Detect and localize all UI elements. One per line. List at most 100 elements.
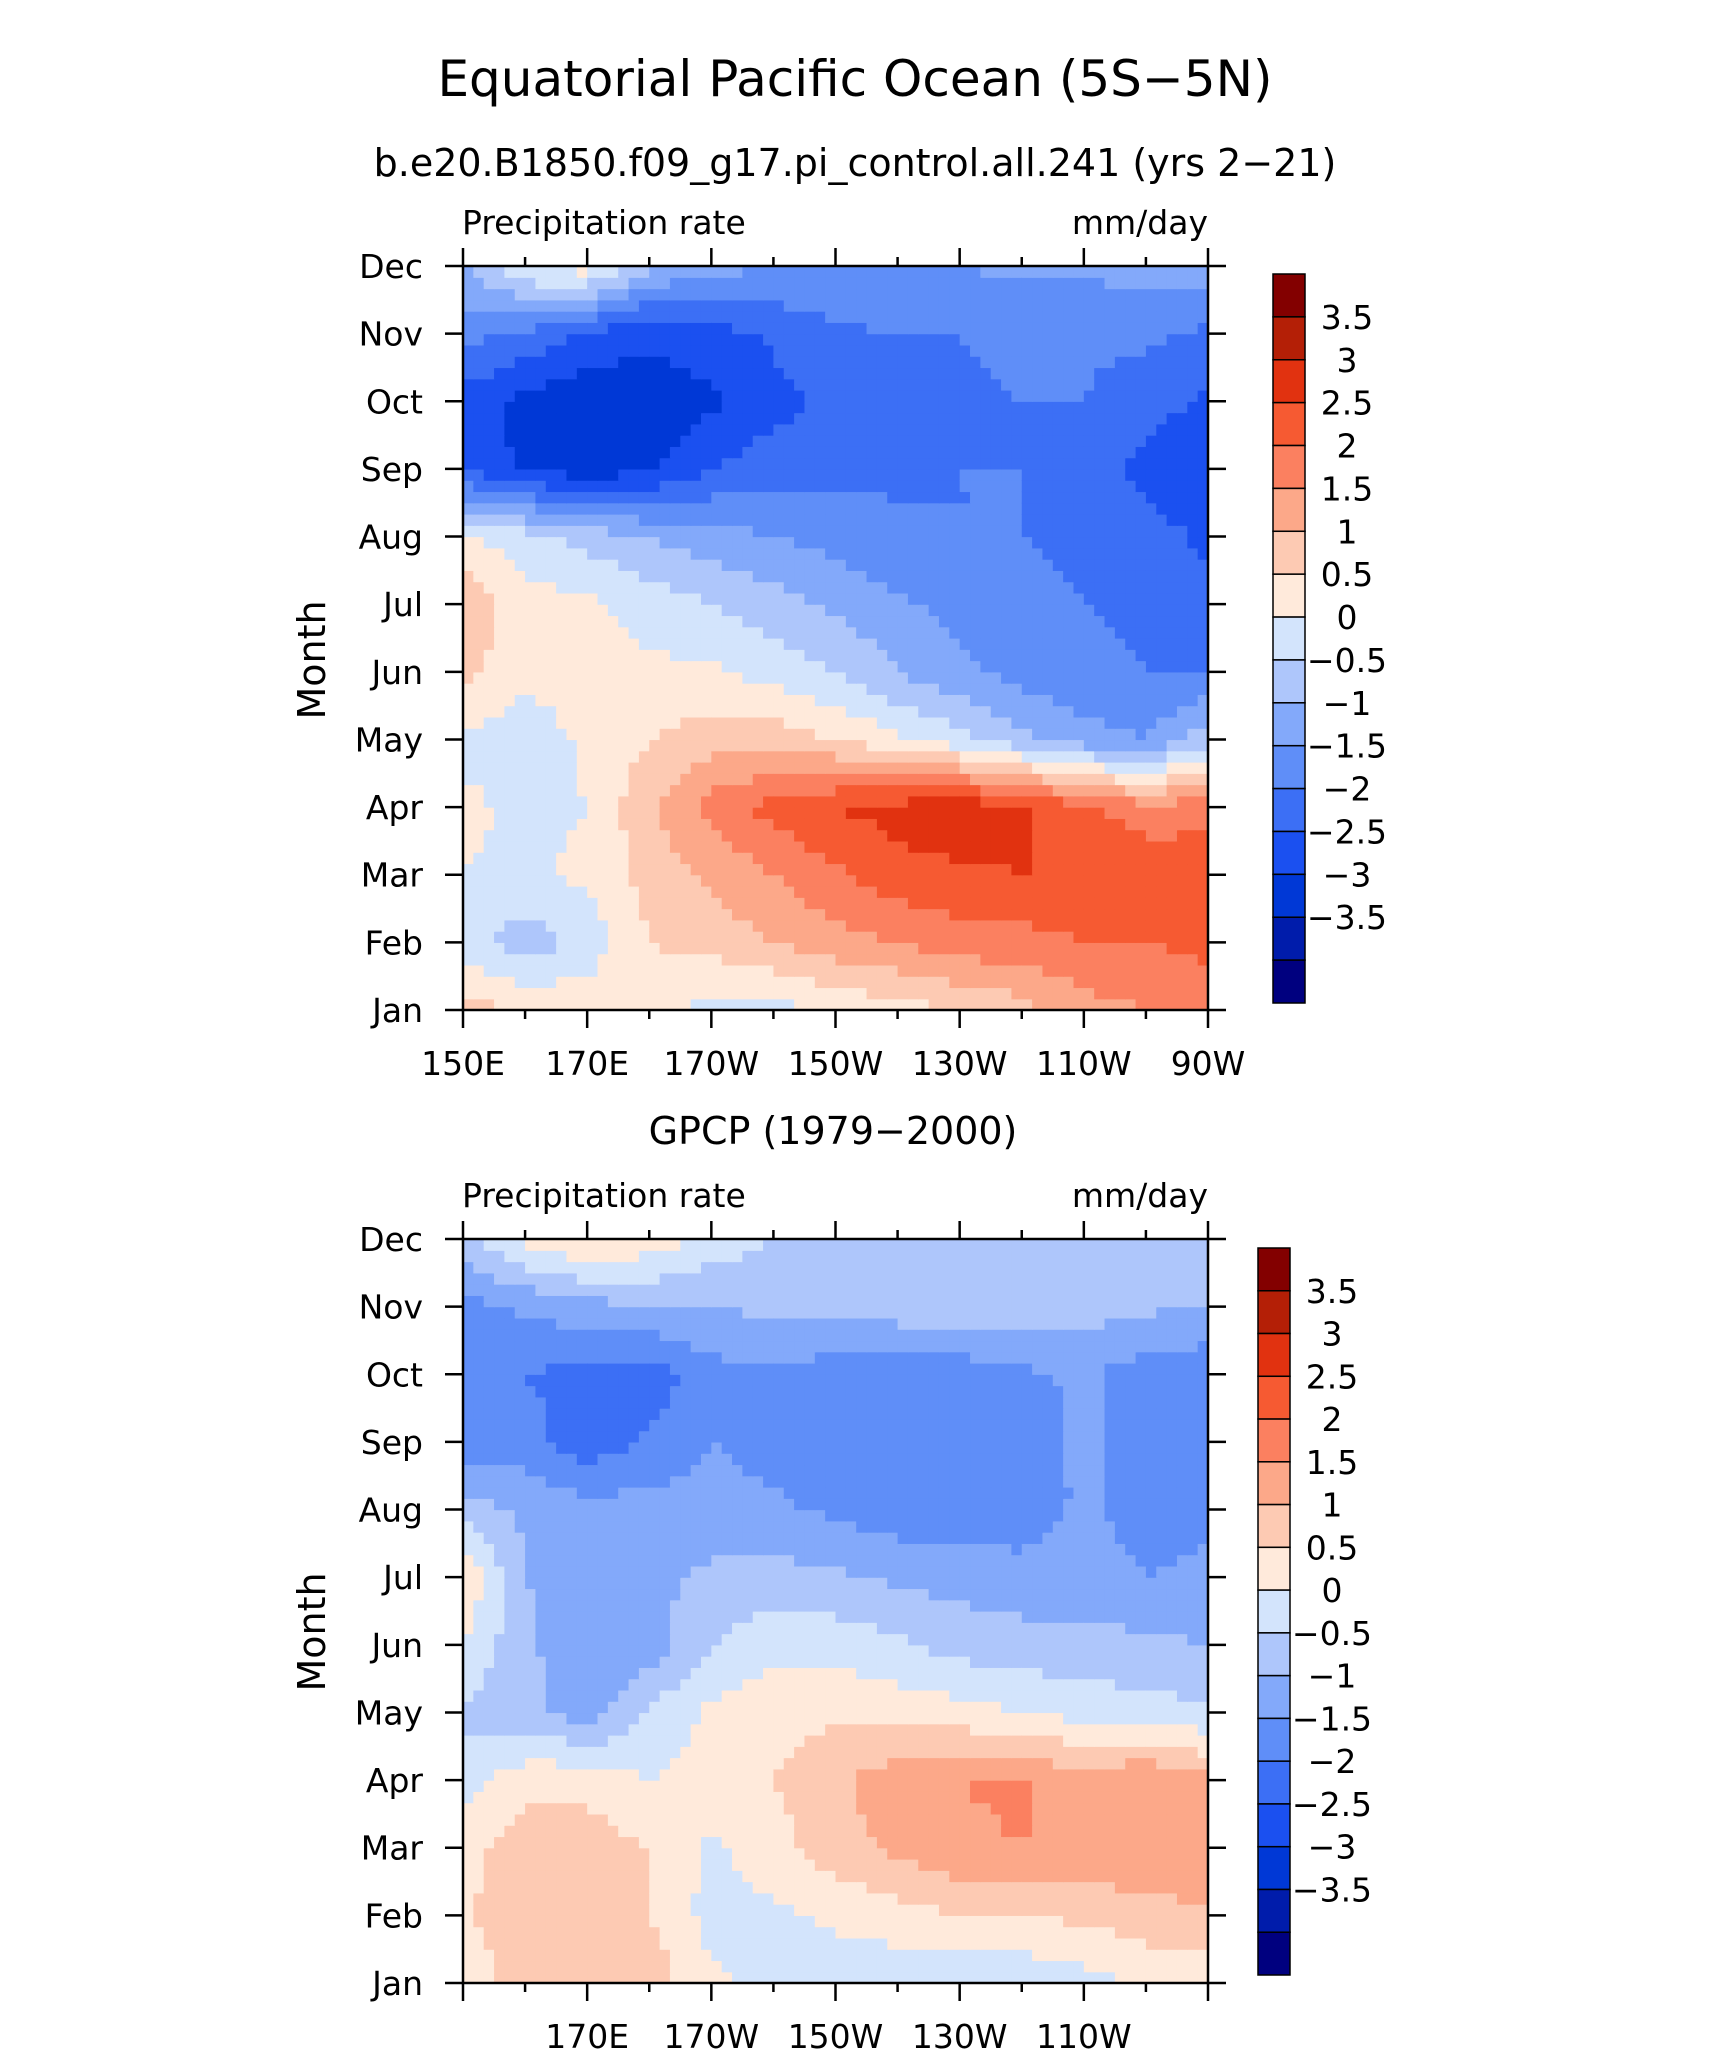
heatmap-cell: [1125, 705, 1137, 718]
heatmap-cell: [1042, 829, 1054, 842]
heatmap-cell: [483, 987, 495, 1000]
heatmap-cell: [1021, 694, 1033, 707]
heatmap-cell: [525, 435, 537, 447]
heatmap-cell: [680, 322, 692, 335]
heatmap-cell: [1104, 592, 1116, 605]
heatmap-cell: [1032, 840, 1044, 853]
heatmap-cell: [473, 716, 485, 729]
heatmap-cell: [732, 356, 743, 369]
heatmap-cell: [856, 807, 868, 819]
heatmap-cell: [1011, 795, 1023, 808]
heatmap-cell: [463, 694, 474, 707]
heatmap-cell: [1073, 931, 1085, 943]
heatmap-cell: [1176, 705, 1188, 718]
heatmap-cell: [545, 728, 557, 741]
heatmap-cell: [711, 401, 723, 414]
heatmap-cell: [473, 626, 485, 639]
heatmap-cell: [980, 322, 992, 335]
heatmap-cell: [845, 750, 857, 763]
heatmap-cell: [783, 874, 795, 887]
heatmap-cell: [566, 852, 578, 865]
heatmap-cell: [835, 536, 847, 549]
heatmap-cell: [949, 604, 961, 617]
heatmap-cell: [597, 942, 609, 955]
heatmap-cell: [463, 525, 474, 538]
heatmap-cell: [1011, 863, 1023, 876]
heatmap-cell: [1073, 964, 1085, 977]
heatmap-cell: [1145, 818, 1157, 831]
heatmap-cell: [1114, 401, 1126, 414]
heatmap-cell: [732, 536, 743, 549]
heatmap-cell: [525, 559, 537, 571]
heatmap-cell: [742, 288, 754, 301]
heatmap-cell: [483, 423, 495, 436]
heatmap-cell: [1156, 964, 1168, 977]
heatmap-cell: [918, 423, 930, 436]
heatmap-cell: [535, 762, 547, 774]
heatmap-cell: [1135, 807, 1147, 819]
heatmap-cell: [721, 964, 733, 977]
heatmap-cell: [700, 401, 712, 414]
heatmap-cell: [1166, 728, 1178, 741]
heatmap-cell: [804, 818, 816, 831]
heatmap-cell: [866, 762, 878, 774]
heatmap-cell: [814, 998, 826, 1011]
heatmap-cell: [628, 559, 640, 571]
heatmap-cell: [1052, 592, 1064, 605]
heatmap-cell: [1021, 964, 1033, 977]
heatmap-cell: [1083, 423, 1095, 436]
heatmap-cell: [1001, 863, 1013, 876]
heatmap-cell: [1104, 423, 1116, 436]
heatmap-cell: [825, 502, 837, 515]
heatmap-cell: [835, 592, 847, 605]
heatmap-cell: [1063, 491, 1075, 504]
heatmap-cell: [587, 942, 599, 955]
heatmap-cell: [463, 829, 474, 842]
heatmap-cell: [1135, 649, 1147, 662]
heatmap-cell: [783, 525, 795, 538]
heatmap-cell: [649, 356, 661, 369]
heatmap-cell: [970, 694, 981, 707]
heatmap-cell: [1187, 762, 1199, 774]
heatmap-cell: [649, 931, 661, 943]
heatmap-cell: [928, 435, 940, 447]
heatmap-cell: [794, 559, 806, 571]
heatmap-cell: [856, 829, 868, 842]
heatmap-cell: [980, 671, 992, 684]
heatmap-cell: [638, 818, 650, 831]
heatmap-cell: [763, 468, 775, 481]
heatmap-cell: [783, 773, 795, 786]
heatmap-cell: [938, 660, 950, 673]
heatmap-cell: [525, 604, 537, 617]
heatmap-cell: [938, 480, 950, 493]
heatmap-cell: [1156, 604, 1168, 617]
heatmap-cell: [783, 344, 795, 357]
heatmap-cell: [990, 739, 1002, 752]
heatmap-cell: [1176, 649, 1188, 662]
heatmap-cell: [918, 401, 930, 414]
heatmap-cell: [856, 953, 868, 966]
heatmap-cell: [1032, 728, 1044, 741]
heatmap-cell: [1145, 908, 1157, 921]
heatmap-cell: [700, 559, 712, 571]
heatmap-cell: [794, 683, 806, 695]
heatmap-cell: [1114, 998, 1126, 1011]
heatmap-cell: [835, 807, 847, 819]
heatmap-cell: [1114, 604, 1126, 617]
heatmap-cell: [1104, 468, 1116, 481]
heatmap-cell: [638, 874, 650, 887]
heatmap-cell: [1052, 728, 1064, 741]
heatmap-cell: [680, 953, 692, 966]
heatmap-cell: [928, 367, 940, 380]
heatmap-cell: [669, 299, 681, 312]
heatmap-cell: [866, 897, 878, 910]
heatmap-cell: [763, 592, 775, 605]
x-tick-label: 150E: [421, 1044, 505, 1083]
heatmap-cell: [463, 311, 474, 323]
heatmap-cell: [763, 829, 775, 842]
heatmap-cell: [607, 863, 619, 876]
heatmap-cell: [887, 401, 899, 414]
heatmap-cell: [700, 829, 712, 842]
heatmap-cell: [1145, 807, 1157, 819]
heatmap-cell: [1094, 525, 1106, 538]
